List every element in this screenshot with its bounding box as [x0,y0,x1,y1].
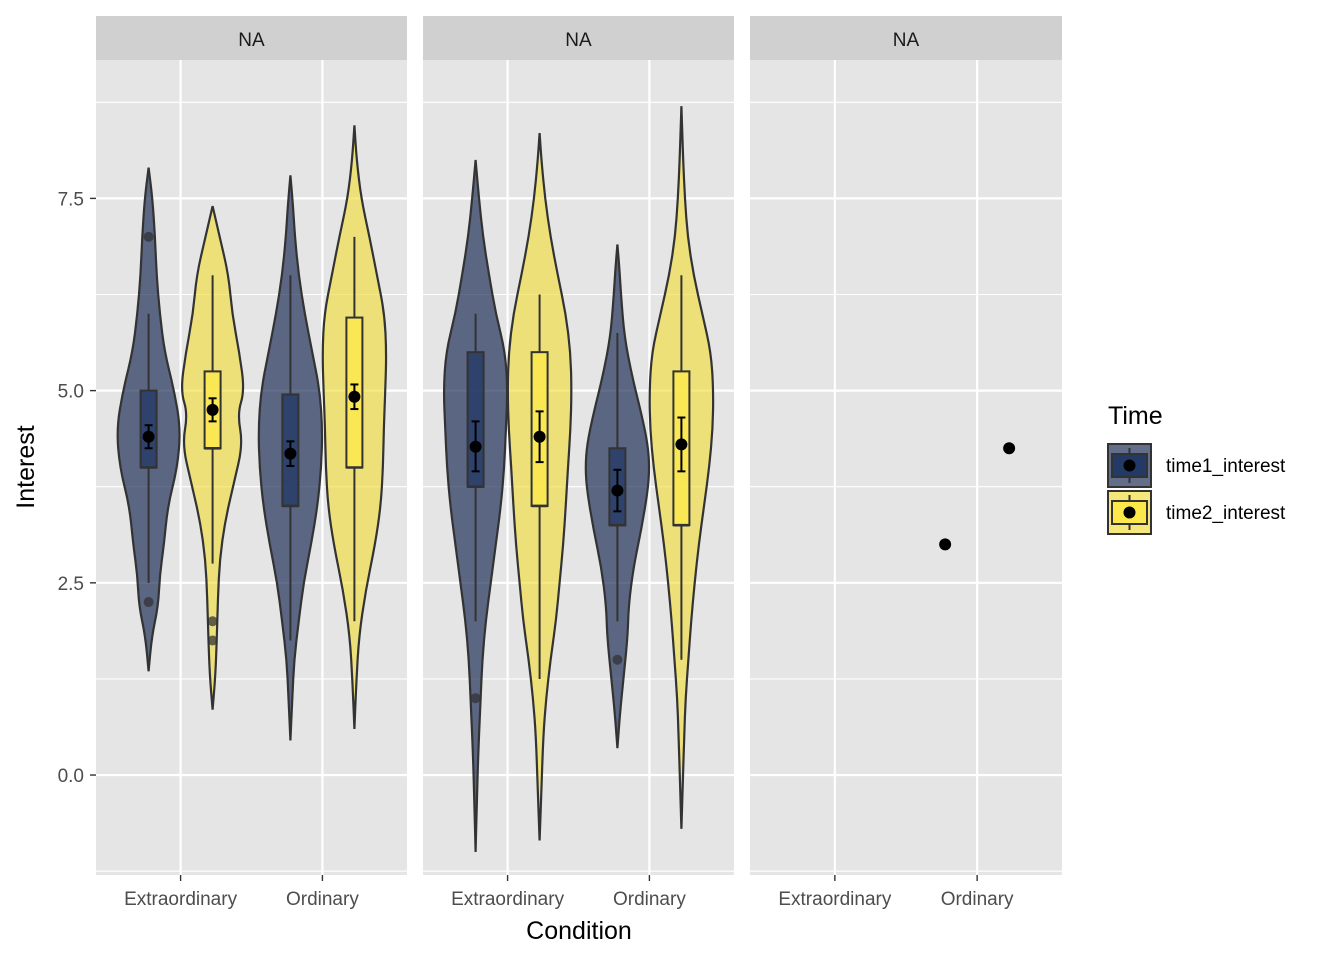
y-tick-label: 7.5 [58,189,84,210]
facet-panel: NA Extraordinary Ordinary [750,16,1062,910]
legend-key-point [1123,459,1136,472]
x-tick-label: Ordinary [941,889,1014,910]
outlier-point [207,616,218,627]
outlier-point [143,597,154,608]
violin-group [939,538,952,551]
legend-title: Time [1108,402,1163,430]
mean-point [206,403,219,416]
outlier-point [207,635,218,646]
legend-entry: time2_interest [1107,490,1286,535]
mean-point [939,538,952,551]
legend-label: time1_interest [1166,456,1286,477]
facet-strip [750,16,1062,60]
violin-group [257,175,324,741]
x-tick-label: Ordinary [286,889,359,910]
mean-point [469,440,482,453]
violin-group [181,205,245,710]
legend-label: time2_interest [1166,503,1286,524]
mean-point [533,430,546,443]
mean-point [1003,442,1016,455]
facet-strip [423,16,734,60]
outlier-point [612,654,623,665]
legend-key-point [1123,506,1136,519]
x-tick-label: Extraordinary [124,889,237,910]
violin-group [116,167,181,672]
x-tick-label: Ordinary [613,889,686,910]
facet-strip-label: NA [893,30,920,51]
violin-group [584,244,651,749]
facet-panel: NA Extraordinary Ordinary [96,16,407,910]
x-tick-label: Extraordinary [451,889,564,910]
mean-point [284,447,297,460]
violin-group [506,132,573,841]
mean-point [611,484,624,497]
facet-panel: NA Extraordinary Ordinary [423,16,734,910]
violin-group [1003,442,1016,455]
x-tick-label: Extraordinary [778,889,891,910]
mean-point [142,430,155,443]
y-tick-label: 2.5 [58,574,84,595]
violin-group [648,106,715,829]
outlier-point [143,231,154,242]
x-axis-title: Condition [526,917,632,945]
violin-group [321,125,388,729]
facet-strip-label: NA [238,30,265,51]
y-axis-title: Interest [12,425,40,508]
facet-strip-label: NA [565,30,592,51]
y-tick-label: 0.0 [58,766,84,787]
outlier-point [470,693,481,704]
mean-point [348,390,361,403]
panels-layer: NA Extraordinary Ordinary NA Extraordinary Or… [96,16,1062,910]
facet-strip [96,16,407,60]
panel-background [750,60,1062,875]
legend-entry: time1_interest [1107,443,1286,488]
mean-point [675,438,688,451]
violin-group [442,159,509,852]
y-axis: 0.0 2.5 5.0 7.5 [58,189,96,787]
y-tick-label: 5.0 [58,382,84,403]
legend: Time time1_interest time2_interest [1107,402,1286,535]
